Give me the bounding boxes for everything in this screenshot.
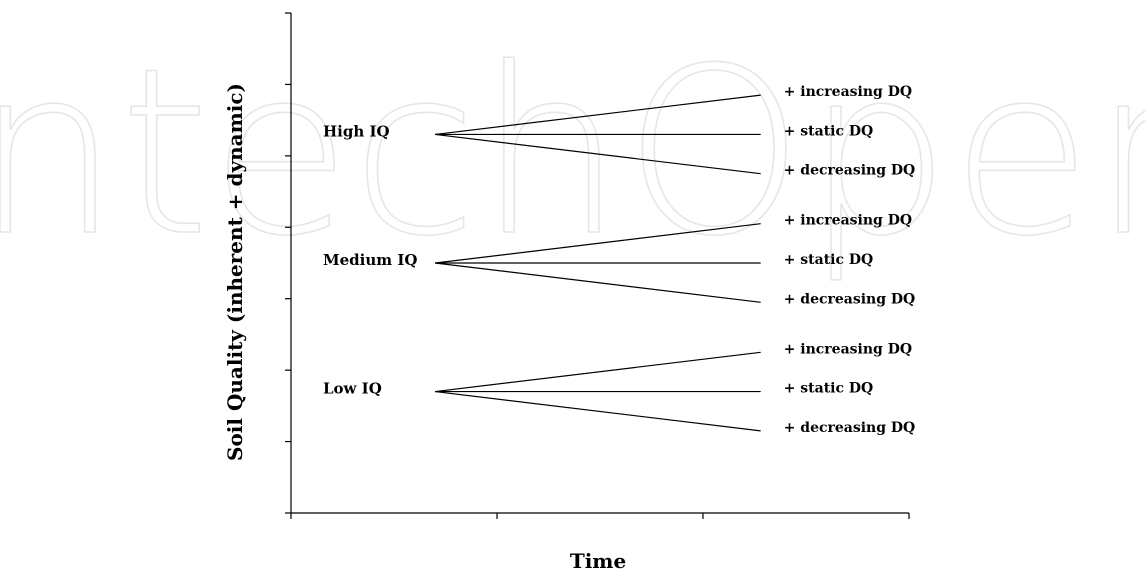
branch-line-2-0: [435, 352, 760, 391]
branch-label-2-2: + decreasing DQ: [784, 420, 916, 436]
branch-label-1-0: + increasing DQ: [784, 213, 912, 229]
group-label-0: High IQ: [323, 122, 390, 140]
y-axis-label: Soil Quality (inherent + dynamic): [223, 83, 247, 461]
x-axis-label: Time: [570, 549, 626, 573]
group-label-1: Medium IQ: [323, 251, 417, 269]
branch-label-1-2: + decreasing DQ: [784, 291, 916, 307]
branch-label-0-2: + decreasing DQ: [784, 163, 916, 179]
branch-label-1-1: + static DQ: [784, 252, 874, 268]
group-label-2: Low IQ: [323, 380, 382, 398]
branch-label-0-0: + increasing DQ: [784, 84, 912, 100]
branch-label-2-1: + static DQ: [784, 381, 874, 397]
branch-label-0-1: + static DQ: [784, 123, 874, 139]
branch-line-2-2: [435, 392, 760, 431]
branch-label-2-0: + increasing DQ: [784, 341, 912, 357]
